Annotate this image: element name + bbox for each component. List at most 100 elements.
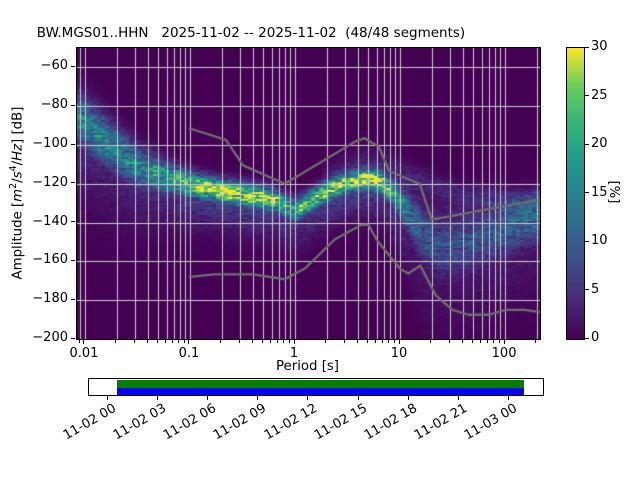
x-tick-label: 1	[289, 346, 299, 361]
y-tick-label: −200	[32, 330, 68, 345]
x-tick-label: 0.1	[178, 346, 200, 361]
y-axis-tick	[71, 298, 75, 300]
x-axis-major-tick	[83, 340, 85, 344]
ppsd-histogram-canvas	[77, 48, 540, 339]
timeline-tick	[307, 396, 309, 400]
x-axis-minor-tick	[461, 340, 463, 343]
x-axis-minor-tick	[270, 340, 272, 343]
x-axis-minor-tick	[178, 340, 180, 343]
timeline-tick-label: 11-02 15	[311, 401, 370, 444]
x-axis-minor-tick	[382, 340, 384, 343]
colorbar-tick-label: 5	[591, 281, 600, 297]
colorbar-tick	[585, 289, 589, 290]
timeline-coverage-green	[117, 380, 524, 388]
x-axis-minor-tick	[283, 340, 285, 343]
timeline-tick	[507, 396, 509, 400]
x-axis-minor-tick	[146, 340, 148, 343]
x-axis-minor-tick	[172, 340, 174, 343]
x-axis-major-tick	[293, 340, 295, 344]
x-axis-minor-tick	[487, 340, 489, 343]
colorbar-tick-label: 30	[591, 39, 608, 54]
timeline-tick	[157, 396, 159, 400]
x-axis-minor-tick	[325, 340, 327, 343]
x-axis-minor-tick	[165, 340, 167, 343]
timeline-tick-label: 11-02 06	[161, 401, 220, 444]
x-axis-minor-tick	[388, 340, 390, 343]
y-tick-label: −60	[40, 58, 68, 74]
y-axis-tick	[71, 104, 75, 106]
timeline-coverage-blue	[117, 387, 524, 395]
timeline-tick	[457, 396, 459, 400]
timeline-tick-label: 11-02 09	[211, 401, 270, 444]
ppsd-plot-area	[76, 47, 541, 340]
timeline-tick	[257, 396, 259, 400]
x-axis-minor-tick	[343, 340, 345, 343]
x-axis-minor-tick	[183, 340, 185, 343]
x-axis-minor-tick	[393, 340, 395, 343]
timeline-tick-label: 11-02 12	[261, 401, 320, 444]
colorbar-tick-label: 0	[591, 330, 600, 345]
x-axis-minor-tick	[448, 340, 450, 343]
x-axis-minor-tick	[375, 340, 377, 343]
x-axis-minor-tick	[220, 340, 222, 343]
colorbar-tick	[585, 240, 589, 242]
y-axis-tick	[71, 182, 75, 184]
y-axis-tick	[71, 337, 75, 339]
timeline-tick	[107, 396, 109, 400]
y-tick-label: −100	[32, 136, 68, 151]
y-tick-label: −160	[32, 252, 68, 268]
colorbar	[566, 47, 585, 340]
x-axis-minor-tick	[498, 340, 500, 343]
x-axis-major-tick	[398, 340, 400, 344]
x-tick-label: 10	[390, 346, 408, 361]
colorbar-tick	[585, 46, 589, 48]
x-axis-minor-tick	[156, 340, 158, 343]
colorbar-tick-label: 25	[591, 87, 608, 103]
colorbar-tick-label: 15	[591, 184, 608, 200]
y-axis-tick	[71, 143, 75, 145]
colorbar-tick-label: 10	[591, 233, 608, 248]
y-tick-label: −180	[32, 291, 68, 307]
colorbar-tick	[585, 337, 589, 339]
x-axis-minor-tick	[238, 340, 240, 343]
colorbar-tick	[585, 143, 589, 145]
x-axis-minor-tick	[430, 340, 432, 343]
timeline-tick-label: 11-02 21	[411, 401, 470, 444]
x-axis-minor-tick	[356, 340, 358, 343]
x-axis-label: Period [s]	[276, 359, 339, 374]
x-axis-minor-tick	[288, 340, 290, 343]
timeline-tick-label: 11-02 03	[111, 401, 170, 444]
x-axis-major-tick	[503, 340, 505, 344]
y-axis-tick	[71, 221, 75, 223]
x-axis-minor-tick	[115, 340, 117, 343]
x-axis-major-tick	[188, 340, 190, 344]
x-axis-minor-tick	[480, 340, 482, 343]
x-tick-label: 100	[491, 346, 517, 361]
timeline-tick-label: 11-02 00	[61, 401, 120, 444]
y-tick-label: −140	[32, 213, 68, 229]
y-axis-tick	[71, 65, 75, 67]
colorbar-tick	[585, 95, 589, 96]
y-tick-label: −80	[40, 97, 68, 113]
colorbar-tick	[585, 192, 589, 193]
x-axis-minor-tick	[493, 340, 495, 343]
timeline-tick-label: 11-03 00	[461, 401, 520, 444]
x-axis-minor-tick	[261, 340, 263, 343]
timeline-tick	[407, 396, 409, 400]
x-axis-minor-tick	[133, 340, 135, 343]
colorbar-gradient	[567, 48, 584, 339]
y-tick-label: −120	[32, 174, 68, 190]
x-axis-minor-tick	[471, 340, 473, 343]
x-tick-label: 0.01	[69, 346, 99, 361]
plot-title: BW.MGS01..HHN 2025-11-02 -- 2025-11-02 (…	[36, 25, 466, 41]
x-axis-minor-tick	[251, 340, 253, 343]
x-axis-minor-tick	[78, 340, 80, 343]
y-axis-tick	[71, 259, 75, 261]
timeline-tick-label: 11-02 18	[361, 401, 420, 444]
x-axis-minor-tick	[535, 340, 537, 343]
colorbar-tick-label: 20	[591, 136, 608, 151]
x-axis-minor-tick	[366, 340, 368, 343]
timeline-tick	[357, 396, 359, 400]
timeline-bar	[88, 378, 544, 396]
